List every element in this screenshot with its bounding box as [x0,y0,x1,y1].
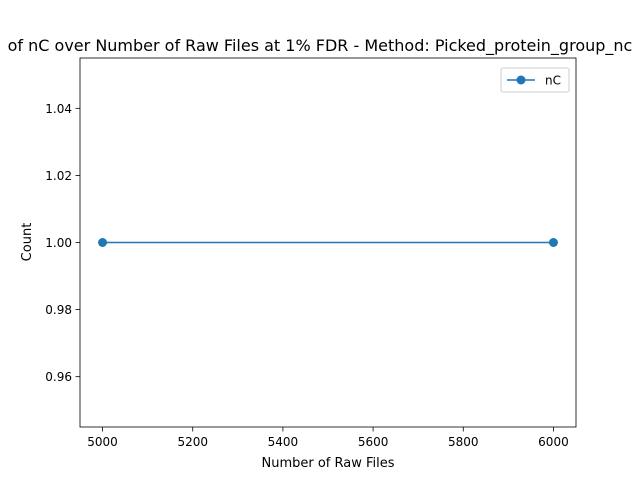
y-axis: 0.96 0.98 1.00 1.02 1.04 [45,102,80,384]
x-axis: 5000 5200 5400 5600 5800 6000 [87,427,569,449]
x-tick-label: 6000 [538,435,569,449]
y-tick-label: 0.98 [45,303,72,317]
legend-label: nC [545,74,561,88]
legend: nC [500,67,570,93]
x-tick-label: 5800 [448,435,479,449]
x-axis-label: Number of Raw Files [261,456,394,471]
y-axis-label: Count [20,223,35,262]
y-tick-label: 0.96 [45,370,72,384]
data-point [98,238,108,247]
x-tick-label: 5200 [177,435,208,449]
y-tick-label: 1.02 [45,169,72,183]
legend-marker [516,75,526,85]
x-tick-label: 5000 [87,435,118,449]
x-tick-label: 5400 [268,435,299,449]
plot-area [79,57,577,428]
chart-title: of nC over Number of Raw Files at 1% FDR… [8,36,633,56]
x-tick-label: 5600 [358,435,389,449]
data-point [548,238,558,247]
y-tick-label: 1.00 [45,236,72,250]
y-tick-label: 1.04 [45,102,72,116]
